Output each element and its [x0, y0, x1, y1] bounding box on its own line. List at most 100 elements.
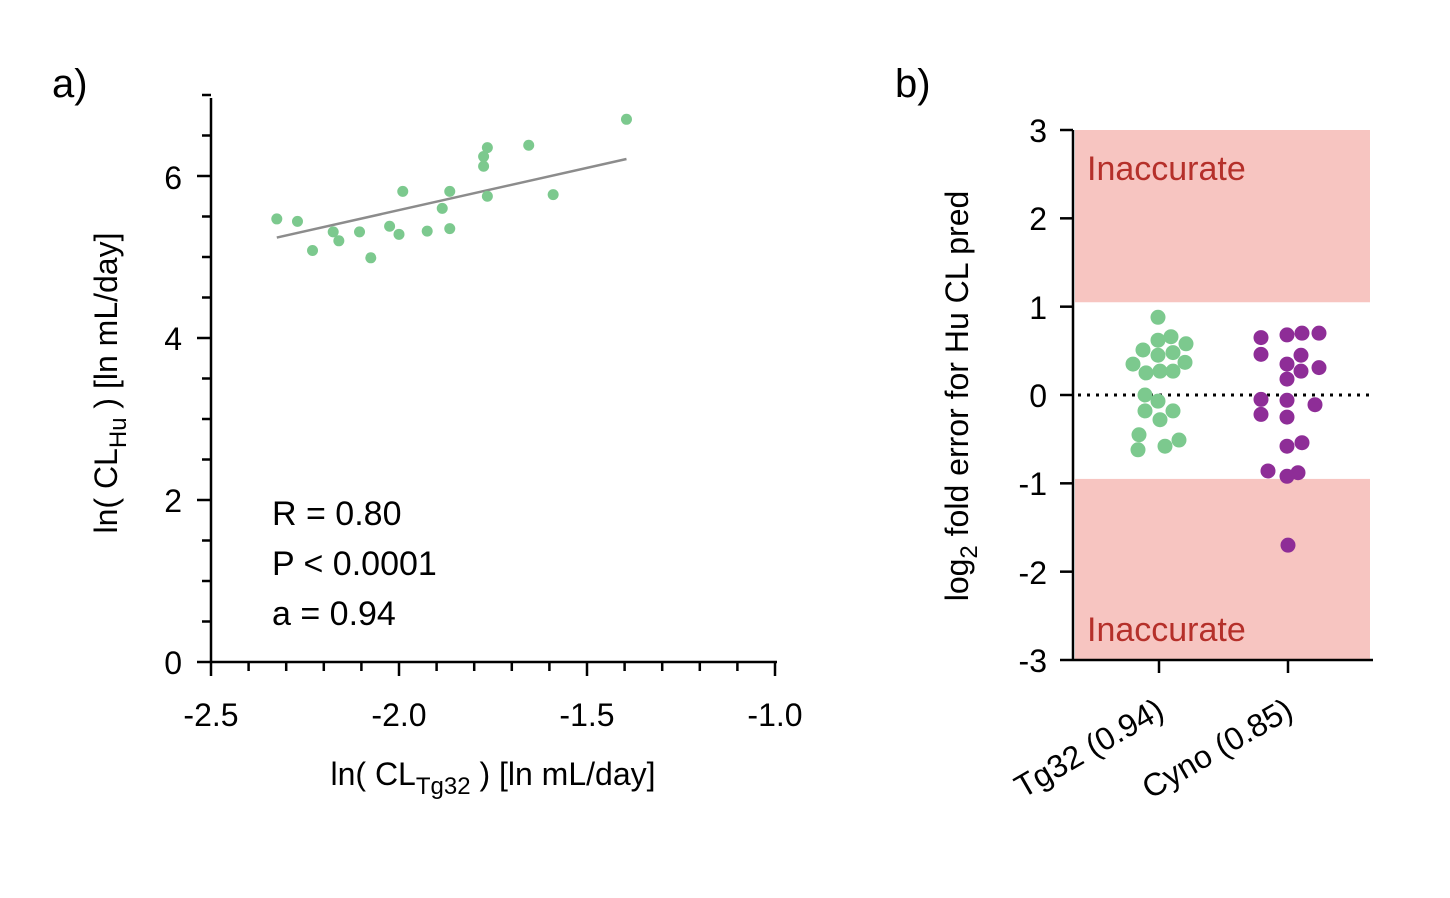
- data-point: [1253, 330, 1269, 346]
- inaccurate-zone-upper: [1075, 130, 1370, 303]
- data-point: [1165, 363, 1181, 379]
- b-y-tick-label: 0: [1029, 378, 1047, 414]
- panel-a-x-tick-labels: -2.5 -2.0 -1.5 -1.0: [183, 697, 802, 733]
- data-point: [271, 213, 283, 225]
- data-point: [1279, 409, 1295, 425]
- data-point: [1280, 537, 1296, 553]
- data-point: [1150, 332, 1166, 348]
- data-point: [1253, 346, 1269, 362]
- data-point: [1294, 435, 1310, 451]
- data-point: [1163, 329, 1179, 345]
- data-point: [1137, 387, 1153, 403]
- panel-b-label: b): [895, 62, 931, 106]
- data-point: [393, 228, 405, 240]
- data-point: [1178, 336, 1194, 352]
- panel-b-data-points: [1125, 309, 1327, 553]
- data-point: [1138, 365, 1154, 381]
- data-point: [481, 190, 493, 202]
- stat-p-value: P < 0.0001: [272, 545, 437, 583]
- data-point: [1125, 356, 1141, 372]
- a-y-tick-label: 4: [164, 321, 182, 357]
- data-point: [1279, 468, 1295, 484]
- data-point: [1165, 403, 1181, 419]
- data-point: [1150, 347, 1166, 363]
- data-point: [1131, 427, 1147, 443]
- data-point: [436, 202, 448, 214]
- data-point: [481, 142, 493, 154]
- data-point: [444, 185, 456, 197]
- data-point: [620, 113, 632, 125]
- data-point: [1311, 325, 1327, 341]
- data-point: [354, 226, 366, 238]
- panel-a-axes: [197, 93, 777, 676]
- data-point: [333, 235, 345, 247]
- data-point: [523, 139, 535, 151]
- panel-a-minor-ticks: [197, 93, 777, 676]
- panel-a-fit-line: [276, 157, 627, 239]
- panel-a-y-axis-title: ln( CLHu ) [ln mL/day]: [88, 233, 132, 534]
- data-point: [444, 223, 456, 235]
- b-y-tick-label: 2: [1029, 201, 1047, 237]
- a-y-tick-label: 2: [164, 483, 182, 519]
- data-point: [1137, 403, 1153, 419]
- data-point: [327, 226, 339, 238]
- data-point: [1307, 397, 1323, 413]
- b-y-tick-label: -3: [1019, 643, 1047, 679]
- data-point: [1171, 432, 1187, 448]
- data-point: [1253, 391, 1269, 407]
- data-point: [547, 189, 559, 201]
- a-y-tick-label: 6: [164, 160, 182, 196]
- data-point: [478, 151, 490, 163]
- data-point: [1260, 463, 1276, 479]
- data-point: [1135, 342, 1151, 358]
- panel-a-data-points: [271, 113, 632, 264]
- data-point: [384, 220, 396, 232]
- panel-a-label: a): [52, 62, 88, 106]
- panel-b: b) Inaccurate Inaccurate 3 2 1 0 -1 -2 -…: [895, 62, 1375, 806]
- a-x-tick-label: -2.0: [371, 697, 426, 733]
- panel-b-ticks: [1060, 128, 1290, 673]
- data-point: [1311, 360, 1327, 376]
- data-point: [1279, 392, 1295, 408]
- b-y-tick-label: -1: [1019, 466, 1047, 502]
- data-point: [1279, 371, 1295, 387]
- data-point: [397, 185, 409, 197]
- a-y-tick-label: 0: [164, 645, 182, 681]
- data-point: [478, 160, 490, 172]
- data-point: [1150, 309, 1166, 325]
- data-point: [1279, 438, 1295, 454]
- b-y-tick-label: -2: [1019, 555, 1047, 591]
- panel-a-stats: R = 0.80 P < 0.0001 a = 0.94: [272, 495, 437, 633]
- inaccurate-label-upper: Inaccurate: [1087, 150, 1246, 188]
- data-point: [1294, 325, 1310, 341]
- a-x-tick-label: -1.5: [559, 697, 614, 733]
- data-point: [291, 215, 303, 227]
- data-point: [1150, 393, 1166, 409]
- data-point: [1152, 412, 1168, 428]
- panel-b-category-labels: Tg32 (0.94) Cyno (0.85): [1008, 691, 1298, 806]
- data-point: [1177, 354, 1193, 370]
- panel-a-x-axis-title: ln( CLTg32 ) [ln mL/day]: [330, 756, 655, 800]
- data-point: [1165, 345, 1181, 361]
- stat-slope: a = 0.94: [272, 595, 396, 633]
- data-point: [1293, 347, 1309, 363]
- a-x-tick-label: -1.0: [747, 697, 802, 733]
- panel-a: a) 0 2 4 6 -2.5 -2.0 -1.5 -1.0 ln( CLTg3…: [52, 62, 803, 800]
- data-point: [1293, 363, 1309, 379]
- panel-a-y-tick-labels: 0 2 4 6: [164, 160, 182, 681]
- panel-b-y-axis-title: log2 fold error for Hu CL pred: [939, 191, 983, 602]
- data-point: [1279, 356, 1295, 372]
- data-point: [1279, 327, 1295, 343]
- b-y-tick-label: 1: [1029, 290, 1047, 326]
- data-point: [1253, 406, 1269, 422]
- data-point: [1152, 363, 1168, 379]
- stat-r-value: R = 0.80: [272, 495, 401, 533]
- data-point: [1130, 442, 1146, 458]
- b-y-tick-label: 3: [1029, 113, 1047, 149]
- panel-b-y-tick-labels: 3 2 1 0 -1 -2 -3: [1019, 113, 1047, 679]
- data-point: [307, 245, 319, 257]
- a-x-tick-label: -2.5: [183, 697, 238, 733]
- panel-b-axes: [1060, 128, 1373, 673]
- data-point: [365, 252, 377, 264]
